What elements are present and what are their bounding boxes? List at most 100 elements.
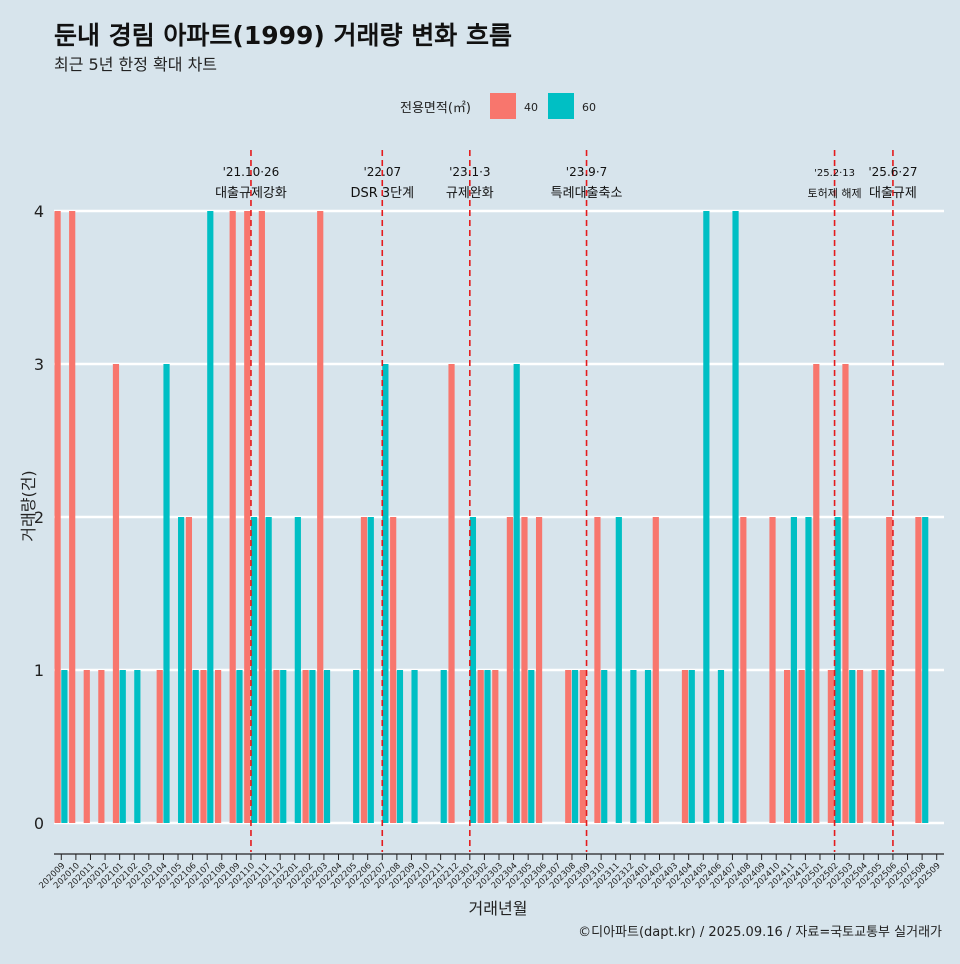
bar-40-202411 — [784, 670, 791, 823]
bar-40-202408 — [740, 517, 747, 823]
legend-title: 전용면적(㎡) — [400, 101, 471, 116]
bar-60-202105 — [178, 517, 185, 823]
bar-40-202506 — [886, 517, 893, 823]
bar-60-202502 — [834, 517, 841, 823]
legend-label-60: 60 — [582, 101, 596, 114]
annotations: '21.10·26 대출규제강화 '22.07 DSR 3단계 '23.1·3 규제완화 '… — [215, 150, 917, 852]
bar-60-202404 — [688, 670, 695, 823]
bar-40-202305 — [521, 517, 528, 823]
bar-40-202009 — [54, 211, 61, 823]
bar-40-202110 — [244, 211, 251, 823]
bar-40-202111 — [258, 211, 265, 823]
annotation-label: 대출규제 — [869, 186, 917, 201]
x-axis-title: 거래년월 — [469, 899, 528, 918]
bar-40-202303 — [492, 670, 499, 823]
bar-60-202207 — [382, 364, 389, 823]
bar-40-202309 — [579, 670, 586, 823]
bar-40-202106 — [185, 517, 193, 823]
y-axis-title: 거래량(건) — [19, 470, 38, 541]
bar-40-202108 — [214, 670, 222, 823]
annotation-date: '25.6·27 — [868, 165, 917, 179]
annotation-label: 특례대출축소 — [551, 186, 623, 201]
bar-60-202505 — [878, 670, 885, 823]
bar-40-202010 — [69, 211, 76, 823]
bar-40-202505 — [871, 670, 878, 823]
bar-40-202112 — [273, 670, 280, 823]
bar-40-202212 — [448, 364, 455, 823]
bar-40-202508 — [915, 517, 922, 823]
bar-60-202503 — [849, 670, 856, 823]
bar-60-202308 — [571, 670, 579, 823]
legend: 전용면적(㎡) 40 60 — [400, 93, 596, 119]
bar-40-202206 — [360, 517, 368, 823]
y-tick-label: 0 — [34, 814, 44, 833]
bar-40-202107 — [200, 670, 207, 823]
bar-40-202402 — [652, 517, 659, 823]
bar-60-202109 — [236, 670, 243, 823]
annotation-date: '21.10·26 — [223, 165, 280, 179]
bar-60-202304 — [513, 364, 520, 823]
bar-40-202410 — [769, 517, 776, 823]
bar-60-202401 — [644, 670, 652, 823]
bar-40-202202 — [302, 670, 309, 823]
bar-40-202012 — [98, 670, 105, 823]
legend-swatch-60 — [548, 93, 574, 119]
bar-60-202405 — [703, 211, 710, 823]
bar-40-202109 — [229, 211, 236, 823]
bar-60-202508 — [922, 517, 929, 823]
bar-40-202412 — [798, 670, 805, 823]
bar-60-202412 — [805, 517, 812, 823]
bar-40-202404 — [681, 670, 689, 823]
bar-40-202203 — [317, 211, 324, 823]
annotation-label: 토허제 해제 — [808, 186, 862, 200]
bar-40-202503 — [842, 364, 849, 823]
annotation-label: 대출규제강화 — [215, 186, 287, 201]
bar-60-202311 — [615, 517, 622, 823]
y-tick-label: 3 — [34, 355, 44, 374]
bar-40-202011 — [83, 670, 90, 823]
bar-60-202106 — [192, 670, 199, 823]
bar-60-202411 — [790, 517, 797, 823]
bar-60-202302 — [484, 670, 491, 823]
bar-40-202304 — [506, 517, 513, 823]
y-tick-label: 1 — [34, 661, 44, 680]
annotation-date: '25.2·13 — [814, 168, 855, 179]
bar-40-202104 — [156, 670, 163, 823]
bar-60-202208 — [396, 670, 404, 823]
bar-40-202101 — [112, 364, 120, 823]
annotation-label: DSR 3단계 — [350, 186, 414, 201]
bar-60-202110 — [250, 517, 258, 823]
bar-60-202201 — [294, 517, 301, 823]
bar-60-202101 — [119, 670, 126, 823]
chart-subtitle: 최근 5년 한정 확대 차트 — [54, 55, 217, 74]
bar-60-202205 — [353, 670, 360, 823]
annotation-date: '23.1·3 — [449, 165, 490, 179]
bar-60-202209 — [411, 670, 418, 823]
caption: ©디아파트(dapt.kr) / 2025.09.16 / 자료=국토교통부 실… — [578, 925, 942, 940]
bar-60-202107 — [207, 211, 214, 823]
bar-60-202102 — [134, 670, 141, 823]
bar-60-202111 — [265, 517, 272, 823]
bar-60-202211 — [440, 670, 447, 823]
bar-60-202104 — [163, 364, 170, 823]
chart-title: 둔내 경림 아파트(1999) 거래량 변화 흐름 — [54, 21, 512, 50]
bar-40-202302 — [477, 670, 484, 823]
y-tick-label: 2 — [34, 508, 44, 527]
bar-40-202310 — [594, 517, 601, 823]
annotation-label: 규제완화 — [446, 186, 494, 201]
bar-40-202501 — [813, 364, 820, 823]
bar-60-202406 — [717, 670, 725, 823]
bar-60-202310 — [601, 670, 608, 823]
bars — [54, 211, 929, 823]
bar-60-202407 — [732, 211, 739, 823]
bar-40-202504 — [856, 670, 864, 823]
bar-60-202206 — [367, 517, 374, 823]
annotation-date: '22.07 — [363, 165, 401, 179]
bar-60-202112 — [280, 670, 287, 823]
bar-60-202202 — [309, 670, 316, 823]
bar-60-202305 — [528, 670, 535, 823]
y-tick-label: 4 — [34, 202, 44, 221]
bar-60-202301 — [469, 517, 477, 823]
